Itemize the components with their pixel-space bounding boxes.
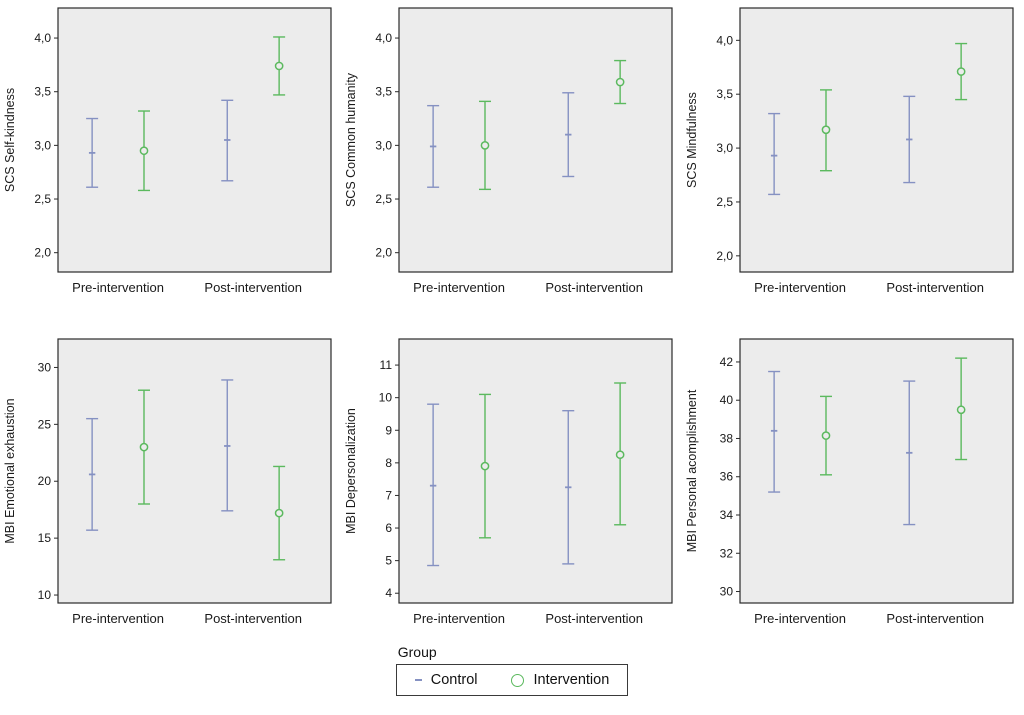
svg-text:Pre-intervention: Pre-intervention: [754, 280, 846, 295]
legend-entry-intervention: Intervention: [511, 672, 609, 688]
svg-text:Post-intervention: Post-intervention: [204, 611, 302, 626]
svg-text:SCS Common humanity: SCS Common humanity: [344, 72, 358, 207]
svg-text:20: 20: [38, 474, 52, 488]
svg-text:10: 10: [379, 391, 393, 405]
svg-text:2,0: 2,0: [34, 246, 51, 260]
svg-text:MBI Emotional exhaustion: MBI Emotional exhaustion: [3, 398, 17, 543]
svg-text:11: 11: [380, 358, 393, 372]
scs-common-humanity-chart: 2,0 2,5 3,0 3,5 4,0 SCS Common humanity Pre-in…: [344, 7, 673, 295]
svg-text:Post-intervention: Post-intervention: [545, 280, 643, 295]
svg-text:Pre-intervention: Pre-intervention: [754, 611, 846, 626]
svg-text:Pre-intervention: Pre-intervention: [72, 611, 164, 626]
panel-mbi-depersonalization: 4 5 6 7 8 9 10 11 MBI Depersonalization Pre-inter…: [341, 333, 682, 638]
legend-title: Group: [397, 644, 437, 660]
svg-text:10: 10: [38, 588, 52, 602]
legend-entry-control: Control: [414, 672, 478, 688]
svg-text:Post-intervention: Post-intervention: [886, 611, 984, 626]
svg-text:4: 4: [385, 586, 392, 600]
svg-text:3,0: 3,0: [34, 138, 51, 152]
svg-text:2,5: 2,5: [375, 192, 392, 206]
legend-label-control: Control: [430, 672, 478, 688]
mbi-personal-acomplishment-chart: 30 32 34 36 38 40 42 MBI Personal acomplishment…: [685, 338, 1014, 626]
panel-mbi-personal-acomplishment: 30 32 34 36 38 40 42 MBI Personal acomplishment…: [682, 333, 1023, 638]
scs-mindfulness-chart: 2,0 2,5 3,0 3,5 4,0 SCS Mindfulness Pre-interv…: [685, 7, 1014, 295]
svg-text:Post-intervention: Post-intervention: [545, 611, 643, 626]
svg-text:3,5: 3,5: [716, 87, 733, 101]
svg-text:3,0: 3,0: [716, 141, 733, 155]
svg-text:2,0: 2,0: [375, 246, 392, 260]
svg-text:Pre-intervention: Pre-intervention: [413, 611, 505, 626]
panel-scs-self-kindness: 2,0 2,5 3,0 3,5 4,0 SCS Self-kindness Pre-inte…: [0, 2, 341, 307]
svg-text:6: 6: [385, 521, 392, 535]
svg-text:Post-intervention: Post-intervention: [204, 280, 302, 295]
svg-text:Post-intervention: Post-intervention: [886, 280, 984, 295]
svg-text:4,0: 4,0: [34, 31, 51, 45]
svg-text:5: 5: [385, 554, 392, 568]
svg-text:3,5: 3,5: [375, 85, 392, 99]
legend-area: Group Control Intervention: [0, 644, 1024, 696]
svg-text:2,5: 2,5: [716, 195, 733, 209]
svg-text:30: 30: [38, 360, 52, 374]
panel-scs-common-humanity: 2,0 2,5 3,0 3,5 4,0 SCS Common humanity Pre-in…: [341, 2, 682, 307]
control-marker-icon: [414, 679, 422, 681]
svg-text:8: 8: [385, 456, 392, 470]
svg-text:SCS Self-kindness: SCS Self-kindness: [3, 88, 17, 192]
chart-grid: 2,0 2,5 3,0 3,5 4,0 SCS Self-kindness Pre-inte…: [0, 2, 1023, 638]
svg-text:4,0: 4,0: [716, 33, 733, 47]
svg-text:34: 34: [720, 508, 734, 522]
intervention-marker-icon: [511, 673, 525, 687]
svg-text:3,0: 3,0: [375, 138, 392, 152]
svg-text:SCS Mindfulness: SCS Mindfulness: [685, 92, 699, 188]
panel-scs-mindfulness: 2,0 2,5 3,0 3,5 4,0 SCS Mindfulness Pre-interv…: [682, 2, 1023, 307]
svg-text:42: 42: [720, 355, 734, 369]
svg-text:9: 9: [385, 423, 392, 437]
svg-text:3,5: 3,5: [34, 85, 51, 99]
svg-text:Pre-intervention: Pre-intervention: [72, 280, 164, 295]
svg-text:MBI Personal acomplishment: MBI Personal acomplishment: [685, 389, 699, 552]
svg-text:32: 32: [720, 546, 734, 560]
panel-mbi-emotional-exhaustion: 10 15 20 25 30 MBI Emotional exhaustion Pre-in…: [0, 333, 341, 638]
svg-text:2,0: 2,0: [716, 249, 733, 263]
legend-box: Control Intervention: [395, 664, 629, 696]
scs-self-kindness-chart: 2,0 2,5 3,0 3,5 4,0 SCS Self-kindness Pre-inte…: [3, 7, 332, 295]
svg-text:25: 25: [38, 417, 52, 431]
svg-text:2,5: 2,5: [34, 192, 51, 206]
svg-text:40: 40: [720, 393, 734, 407]
svg-text:36: 36: [720, 470, 734, 484]
legend-label-intervention: Intervention: [533, 672, 610, 688]
svg-text:30: 30: [720, 585, 734, 599]
mbi-depersonalization-chart: 4 5 6 7 8 9 10 11 MBI Depersonalization Pre-inter…: [344, 338, 673, 626]
svg-text:4,0: 4,0: [375, 31, 392, 45]
svg-text:MBI Depersonalization: MBI Depersonalization: [344, 408, 358, 534]
svg-text:38: 38: [720, 431, 734, 445]
mbi-emotional-exhaustion-chart: 10 15 20 25 30 MBI Emotional exhaustion Pre-in…: [3, 338, 332, 626]
svg-text:Pre-intervention: Pre-intervention: [413, 280, 505, 295]
svg-text:15: 15: [38, 531, 52, 545]
svg-text:7: 7: [385, 488, 392, 502]
